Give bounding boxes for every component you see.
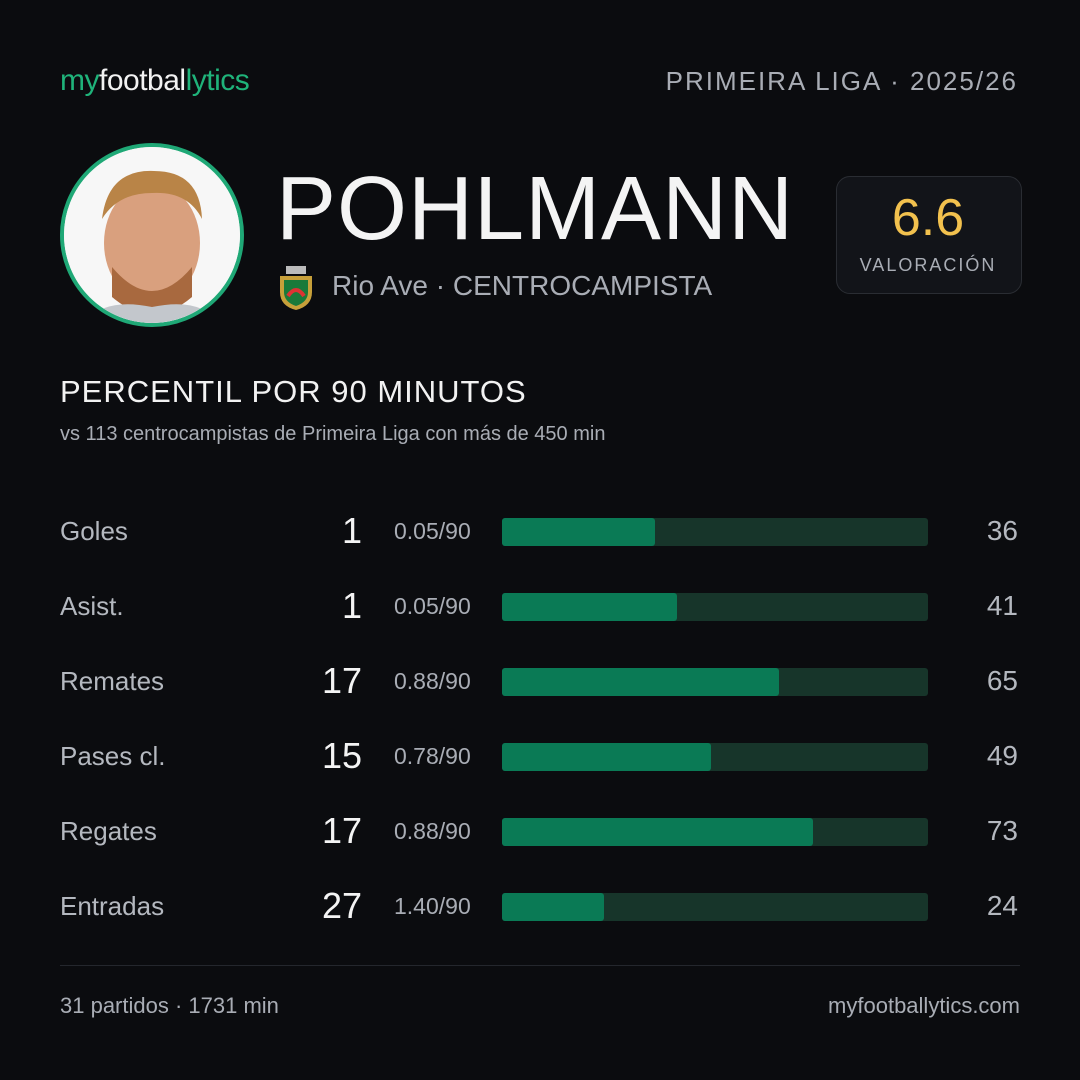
- bar: [502, 668, 779, 696]
- stat-percentile: 41: [986, 590, 1018, 621]
- stat-percentile: 36: [986, 515, 1018, 546]
- section-subtitle: vs 113 centrocampistas de Primeira Liga …: [60, 423, 606, 445]
- stat-total: 17: [321, 810, 362, 851]
- player-photo: [60, 143, 244, 327]
- bar: [502, 893, 605, 921]
- stat-label: Regates: [60, 816, 157, 846]
- bar-track: [502, 518, 928, 546]
- stat-total: 1: [341, 585, 362, 626]
- stat-total: 17: [321, 660, 362, 701]
- stat-percentile: 49: [986, 740, 1018, 771]
- bar: [502, 593, 677, 621]
- stat-per90: 1.40/90: [394, 893, 471, 919]
- stat-percentile: 24: [986, 890, 1018, 921]
- rating-box: [836, 176, 1022, 294]
- stat-label: Remates: [60, 666, 165, 696]
- logo: myfootballytics: [60, 64, 250, 98]
- rating: 6.6: [891, 189, 965, 247]
- player-name: POHLMANN: [276, 159, 795, 259]
- competition: PRIMEIRA LIGA · 2025/26: [665, 66, 1018, 96]
- bar-track: [502, 893, 928, 921]
- stat-per90: 0.88/90: [394, 818, 471, 844]
- photo-art: [64, 147, 240, 323]
- bar: [502, 818, 813, 846]
- logo-part: my: [60, 64, 100, 97]
- stat-label: Asist.: [60, 591, 124, 621]
- stat-per90: 0.88/90: [394, 668, 471, 694]
- footer-right: myfootballytics.com: [828, 993, 1020, 1018]
- stat-label: Entradas: [60, 891, 165, 921]
- stat-total: 1: [341, 510, 362, 551]
- bar-track: [502, 818, 928, 846]
- stat-per90: 0.05/90: [394, 593, 471, 619]
- footer-left: 31 partidos · 1731 min: [60, 993, 279, 1018]
- logo-part: footbal: [99, 64, 186, 97]
- rating-label: VALORACIÓN: [859, 255, 997, 275]
- stat-per90: 0.78/90: [394, 743, 471, 769]
- stat-per90: 0.05/90: [394, 518, 471, 544]
- stat-percentile: 73: [986, 815, 1018, 846]
- stat-total: 15: [321, 735, 362, 776]
- bar: [502, 743, 711, 771]
- divider: [60, 965, 1020, 966]
- stat-label: Goles: [60, 516, 128, 546]
- stat-percentile: 65: [986, 665, 1018, 696]
- bar-track: [502, 743, 928, 771]
- logo-part: lytics: [185, 64, 250, 97]
- team-badge: [280, 266, 312, 310]
- bar: [502, 518, 656, 546]
- bar-track: [502, 593, 928, 621]
- stat-label: Pases cl.: [60, 741, 166, 771]
- team-line: Rio Ave · CENTROCAMPISTA: [332, 270, 713, 301]
- stat-total: 27: [321, 885, 362, 926]
- section-title: PERCENTIL POR 90 MINUTOS: [60, 374, 527, 409]
- bar-track: [502, 668, 928, 696]
